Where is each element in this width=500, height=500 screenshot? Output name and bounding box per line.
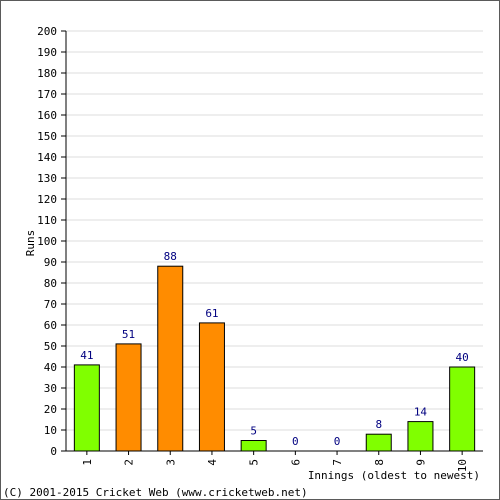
- x-tick-label: 8: [373, 459, 386, 466]
- y-tick-label: 120: [37, 193, 57, 206]
- x-tick-label: 9: [414, 459, 427, 466]
- grid-lines: [66, 30, 483, 431]
- bar-value-label: 5: [250, 425, 257, 438]
- y-tick-label: 150: [37, 130, 57, 143]
- bar-value-label: 88: [164, 250, 177, 263]
- bar: [198, 322, 225, 452]
- bar-value-label: 40: [456, 351, 469, 364]
- x-tick-label: 6: [289, 459, 302, 466]
- bar: [365, 433, 392, 452]
- bar-value-label: 0: [292, 435, 299, 448]
- y-tick-label: 10: [44, 424, 57, 437]
- x-tick-label: 10: [456, 459, 469, 472]
- y-tick-label: 160: [37, 109, 57, 122]
- x-tick-label: 3: [164, 459, 177, 466]
- data-labels: 41 51 88 61 5 0 0 8 14 40: [80, 250, 469, 448]
- bar-value-label: 14: [414, 406, 428, 419]
- bar: [407, 421, 434, 452]
- y-tick-label: 110: [37, 214, 57, 227]
- y-tick-label: 60: [44, 319, 57, 332]
- x-axis-ticks: 1 2 3 4 5 6 7 8 9 10: [81, 451, 469, 472]
- bar-value-label: 51: [122, 328, 135, 341]
- y-tick-label: 30: [44, 382, 57, 395]
- bar: [157, 265, 184, 452]
- bar-value-label: 8: [375, 418, 382, 431]
- bar-value-label: 61: [205, 307, 218, 320]
- y-tick-label: 180: [37, 67, 57, 80]
- x-tick-label: 5: [248, 459, 261, 466]
- x-tick-label: 4: [206, 459, 219, 466]
- bar: [240, 440, 267, 452]
- y-tick-label: 70: [44, 298, 57, 311]
- y-tick-label: 0: [50, 445, 57, 458]
- x-tick-label: 2: [123, 459, 136, 466]
- bar-value-label: 0: [334, 435, 341, 448]
- x-axis-title: Innings (oldest to newest): [308, 469, 480, 482]
- y-tick-label: 170: [37, 88, 57, 101]
- y-axis-title: Runs: [24, 230, 37, 257]
- y-tick-label: 80: [44, 277, 57, 290]
- x-tick-label: 7: [331, 459, 344, 466]
- bar-value-label: 41: [80, 349, 93, 362]
- y-tick-label: 20: [44, 403, 57, 416]
- y-tick-label: 130: [37, 172, 57, 185]
- y-tick-label: 40: [44, 361, 57, 374]
- y-tick-label: 200: [37, 25, 57, 38]
- y-tick-label: 50: [44, 340, 57, 353]
- y-tick-label: 190: [37, 46, 57, 59]
- bars: [73, 265, 476, 452]
- y-axis-ticks: 0 10 20 30 40 50 60 70 80 90 100 110 120 130 140 150 160…: [37, 25, 66, 458]
- copyright-footer: (C) 2001-2015 Cricket Web (www.cricketwe…: [3, 486, 308, 499]
- bar: [73, 364, 100, 452]
- y-tick-label: 100: [37, 235, 57, 248]
- bar: [449, 366, 476, 452]
- y-tick-label: 90: [44, 256, 57, 269]
- x-tick-label: 1: [81, 459, 94, 466]
- y-tick-label: 140: [37, 151, 57, 164]
- bar: [115, 343, 142, 452]
